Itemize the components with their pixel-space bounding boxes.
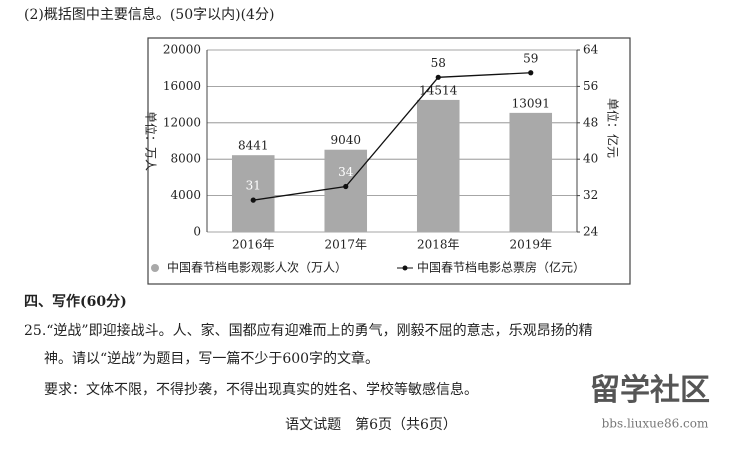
section-title: 四、写作(60分): [24, 293, 127, 310]
y-tick-label: 0: [193, 225, 201, 239]
prompt-line: 25.“逆战”即迎接战斗。人、家、国都应有迎难而上的勇气，刚毅不屈的意志，乐观昂…: [24, 322, 593, 339]
x-tick-label: 2016年: [232, 238, 275, 252]
bar: [416, 99, 460, 232]
line-value-label: 59: [523, 51, 538, 65]
y2-tick-label: 32: [583, 188, 598, 202]
chart-frame: [147, 37, 631, 285]
legend-label: 中国春节档电影总票房（亿元）: [417, 260, 585, 275]
y-tick-label: 16000: [163, 79, 201, 93]
line-value-label: 34: [338, 165, 354, 179]
y-axis-label: 单位：万人: [144, 111, 159, 171]
y2-tick-label: 40: [583, 152, 598, 166]
legend-label: 中国春节档电影观影人次（万人）: [167, 260, 347, 275]
line-value-label: 58: [431, 56, 446, 70]
watermark-title: 留学社区: [590, 373, 710, 408]
question: (2)概括图中主要信息。(50字以内)(4分): [24, 6, 274, 23]
x-tick-label: 2019年: [509, 238, 552, 252]
y-tick-label: 20000: [163, 43, 201, 57]
bar-value-label: 8441: [238, 139, 269, 153]
line-point: [250, 197, 256, 203]
line-point: [343, 183, 349, 190]
legend-swatch: [402, 265, 408, 271]
x-tick-label: 2018年: [417, 238, 460, 252]
line-point: [435, 74, 441, 80]
x-tick-label: 2017年: [324, 238, 367, 252]
watermark-url: bbs.liuxue86.com: [602, 417, 709, 431]
line-value-label: 31: [246, 179, 261, 193]
requirement: 要求：文体不限，不得抄袭，不得出现真实的姓名、学校等敏感信息。: [44, 381, 478, 398]
bar-value-label: 13091: [512, 96, 550, 110]
bar: [324, 149, 368, 232]
bar: [231, 155, 275, 232]
y-tick-label: 8000: [170, 152, 201, 166]
y-tick-label: 4000: [170, 188, 201, 202]
line-point: [528, 70, 534, 76]
bar-value-label: 9040: [330, 133, 361, 147]
bar: [509, 112, 553, 232]
legend-swatch: [151, 264, 159, 272]
y-tick-label: 12000: [163, 115, 201, 129]
y2-tick-label: 64: [583, 43, 599, 57]
plot: 0 4000 8000 12000 16000 20000 24 32 40 48 56 64 2016…: [151, 43, 599, 275]
y2-tick-label: 48: [583, 115, 598, 129]
y2-axis-label: 单位：亿元: [606, 98, 621, 158]
bar-value-label: 14514: [419, 83, 458, 97]
prompt-line: 神。请以“逆战”为题目，写一篇不少于600字的文章。: [44, 350, 379, 367]
y2-tick-label: 56: [583, 79, 598, 93]
footer: 语文试题 第6页（共6页）: [285, 416, 457, 433]
line: [253, 72, 531, 201]
y2-tick-label: 24: [583, 225, 599, 239]
